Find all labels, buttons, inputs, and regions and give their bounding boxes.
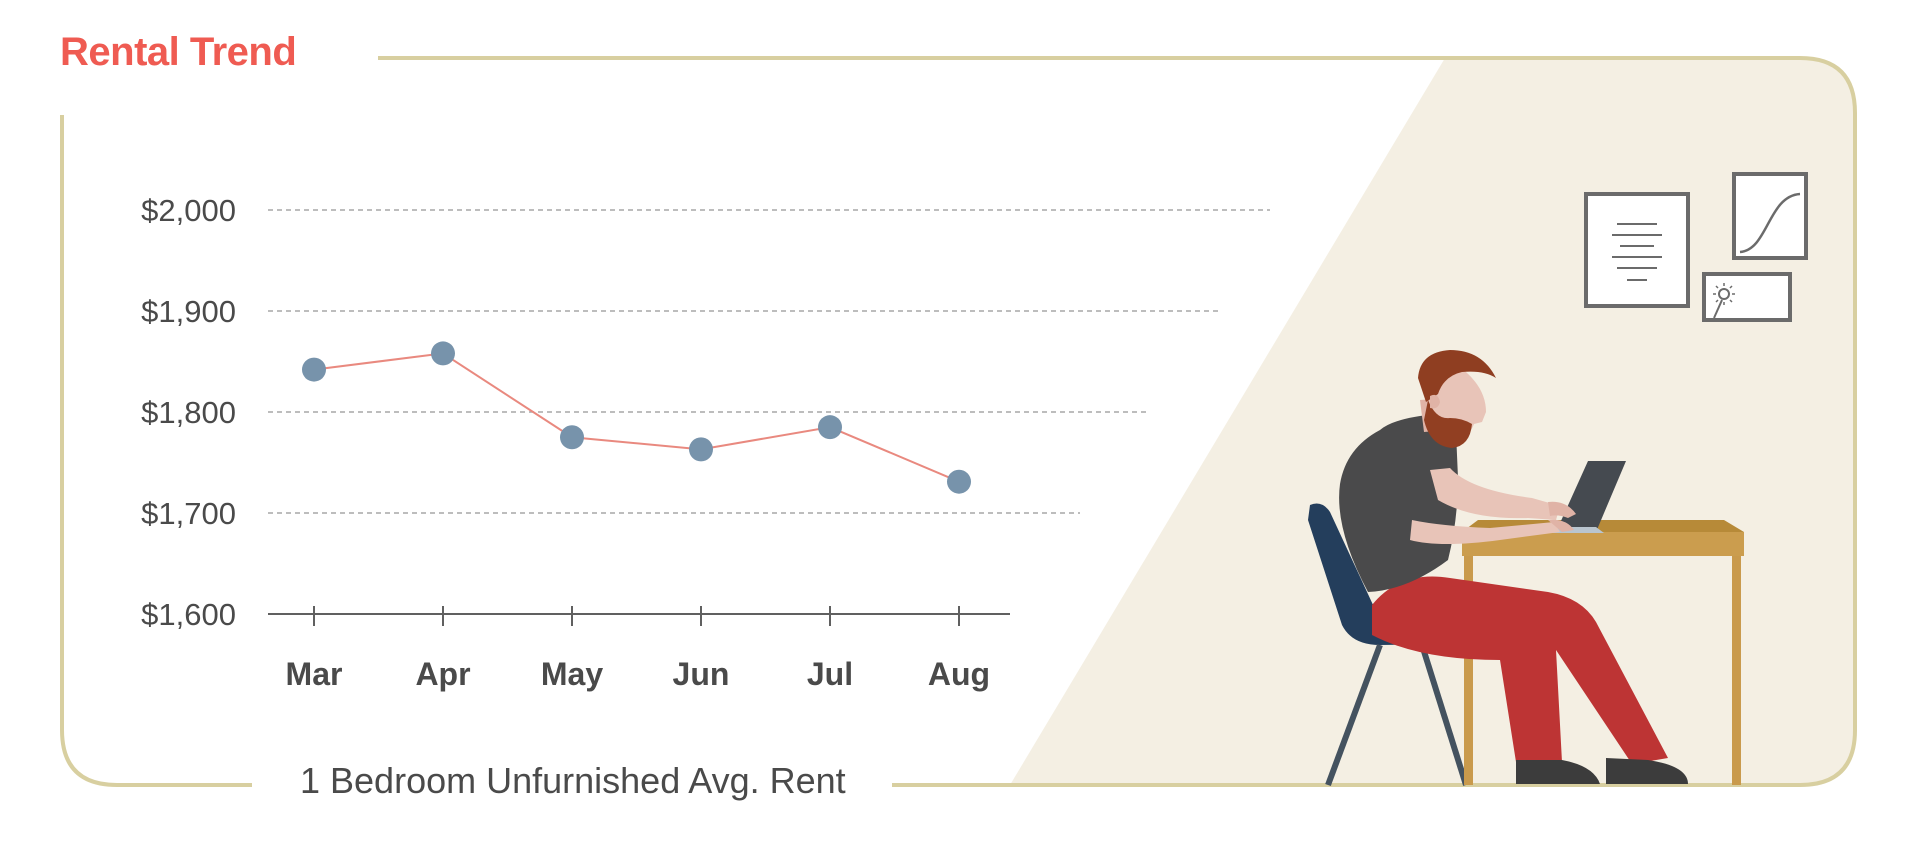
y-tick-label: $1,900 <box>141 294 236 329</box>
chart-caption: 1 Bedroom Unfurnished Avg. Rent <box>300 760 846 801</box>
beard <box>1424 400 1472 448</box>
data-point <box>818 415 842 440</box>
data-points <box>302 341 971 494</box>
data-point <box>302 357 326 382</box>
hair <box>1418 350 1496 402</box>
chart-title: Rental Trend <box>60 30 297 74</box>
chair <box>1308 503 1481 645</box>
torso <box>1339 414 1458 592</box>
sun-frame-icon <box>1702 272 1792 322</box>
data-point <box>560 425 584 450</box>
grid-lines <box>268 209 1270 514</box>
chair-legs <box>1325 643 1469 787</box>
document-frame-icon <box>1584 192 1690 308</box>
x-tick-label: Jun <box>673 656 730 692</box>
x-tick-label: Mar <box>286 656 343 692</box>
x-axis-ticks <box>313 606 960 626</box>
x-tick-label: May <box>541 656 603 692</box>
x-tick-label: Apr <box>415 656 470 692</box>
data-point <box>947 469 971 494</box>
line-chart: $1,600 $1,700 $1,800 $1,900 $2,000 Mar Apr May… <box>141 193 1270 692</box>
frame-border <box>60 56 1857 787</box>
person-at-desk-illustration <box>1308 350 1744 787</box>
x-tick-label: Aug <box>928 656 990 692</box>
x-axis-labels: Mar Apr May Jun Jul Aug <box>286 656 991 692</box>
growth-curve-frame-icon <box>1732 172 1808 260</box>
data-point <box>431 341 455 366</box>
shoes <box>1516 758 1688 784</box>
series-line <box>313 352 960 483</box>
y-tick-label: $1,700 <box>141 496 236 531</box>
wall-frames <box>1584 172 1808 322</box>
y-tick-label: $1,800 <box>141 395 236 430</box>
y-axis-labels: $1,600 $1,700 $1,800 $1,900 $2,000 <box>141 193 236 632</box>
x-tick-label: Jul <box>807 656 853 692</box>
ear <box>1430 394 1440 409</box>
data-point <box>689 437 713 462</box>
y-tick-label: $1,600 <box>141 597 236 632</box>
y-tick-label: $2,000 <box>141 193 236 228</box>
legs <box>1372 576 1668 764</box>
forearm <box>1410 520 1560 544</box>
hand <box>1548 501 1576 532</box>
arm <box>1430 468 1560 520</box>
